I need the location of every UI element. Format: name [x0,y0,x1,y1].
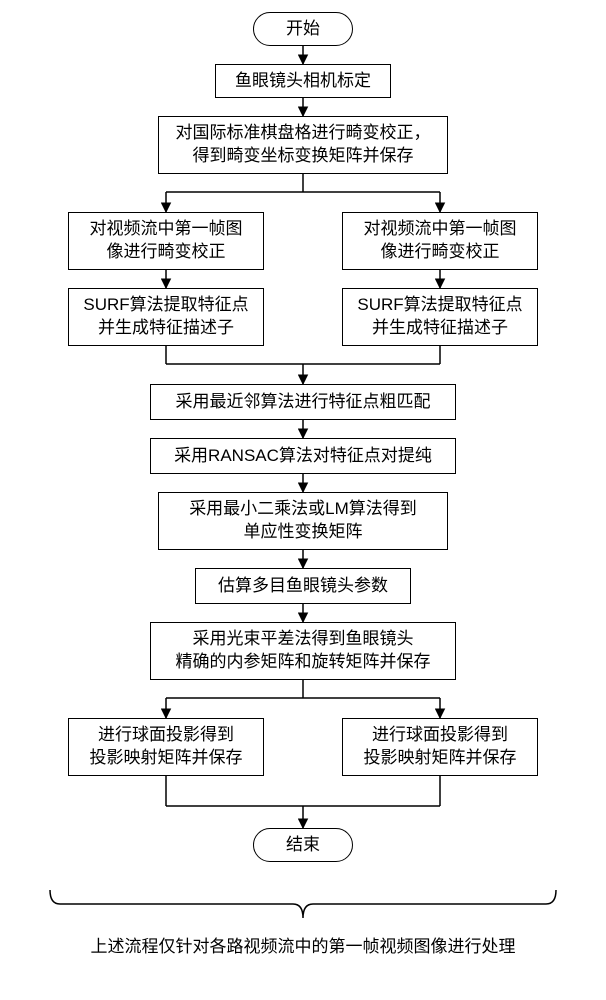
node-homography: 采用最小二乘法或LM算法得到单应性变换矩阵 [158,492,448,550]
node-calibration: 鱼眼镜头相机标定 [215,64,391,98]
footnote-text: 上述流程仅针对各路视频流中的第一帧视频图像进行处理 [91,937,516,956]
n7-label: 采用最小二乘法或LM算法得到单应性变换矩阵 [189,498,417,544]
n10b-label: 进行球面投影得到投影映射矩阵并保存 [364,724,517,770]
n1-label: 鱼眼镜头相机标定 [235,70,371,93]
start-label: 开始 [286,18,320,41]
node-chessboard: 对国际标准棋盘格进行畸变校正，得到畸变坐标变换矩阵并保存 [158,116,448,174]
end-label: 结束 [286,834,320,857]
node-spherical-left: 进行球面投影得到投影映射矩阵并保存 [68,718,264,776]
node-distortion-left: 对视频流中第一帧图像进行畸变校正 [68,212,264,270]
n3b-label: 对视频流中第一帧图像进行畸变校正 [364,218,517,264]
node-distortion-right: 对视频流中第一帧图像进行畸变校正 [342,212,538,270]
n5-label: 采用最近邻算法进行特征点粗匹配 [176,391,431,414]
node-spherical-right: 进行球面投影得到投影映射矩阵并保存 [342,718,538,776]
node-estimate-params: 估算多目鱼眼镜头参数 [195,568,411,604]
n4b-label: SURF算法提取特征点并生成特征描述子 [357,294,522,340]
footnote: 上述流程仅针对各路视频流中的第一帧视频图像进行处理 [70,932,536,957]
n9-label: 采用光束平差法得到鱼眼镜头精确的内参矩阵和旋转矩阵并保存 [176,628,431,674]
n10a-label: 进行球面投影得到投影映射矩阵并保存 [90,724,243,770]
n4a-label: SURF算法提取特征点并生成特征描述子 [83,294,248,340]
end-node: 结束 [253,828,353,862]
node-surf-right: SURF算法提取特征点并生成特征描述子 [342,288,538,346]
node-bundle-adjust: 采用光束平差法得到鱼眼镜头精确的内参矩阵和旋转矩阵并保存 [150,622,456,680]
n2-label: 对国际标准棋盘格进行畸变校正，得到畸变坐标变换矩阵并保存 [176,122,431,168]
n8-label: 估算多目鱼眼镜头参数 [218,575,388,598]
node-surf-left: SURF算法提取特征点并生成特征描述子 [68,288,264,346]
n6-label: 采用RANSAC算法对特征点对提纯 [174,445,432,468]
node-ransac: 采用RANSAC算法对特征点对提纯 [150,438,456,474]
node-nn-match: 采用最近邻算法进行特征点粗匹配 [150,384,456,420]
start-node: 开始 [253,12,353,46]
n3a-label: 对视频流中第一帧图像进行畸变校正 [90,218,243,264]
